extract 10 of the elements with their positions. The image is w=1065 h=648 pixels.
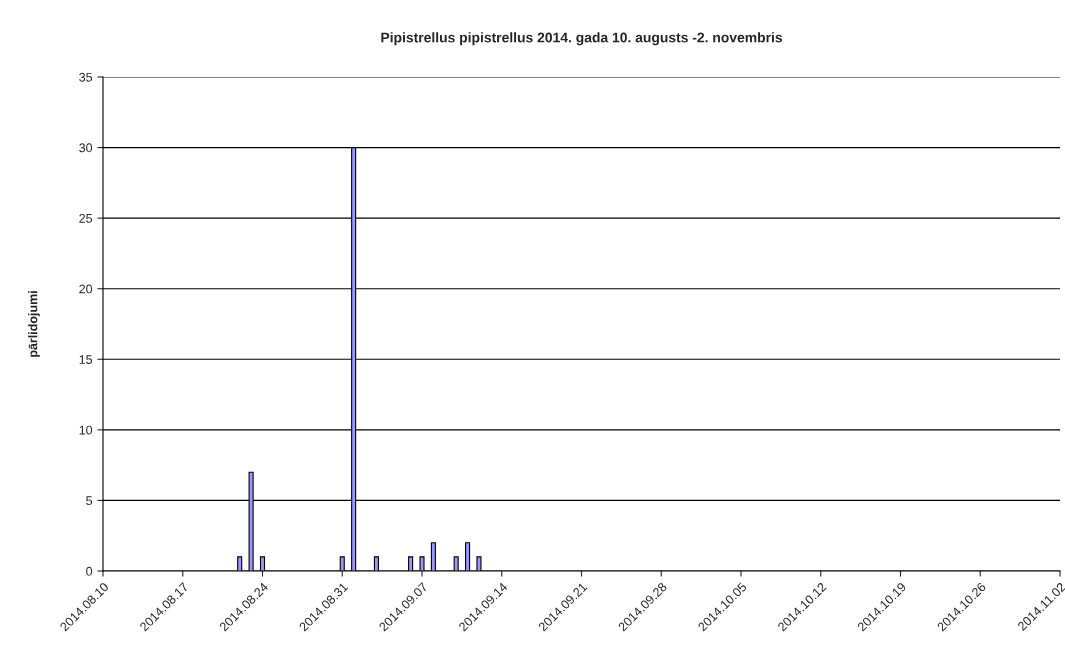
- y-tick-label: 20: [79, 284, 93, 294]
- y-tick-label: 25: [79, 213, 93, 223]
- y-tick-label: 5: [86, 496, 93, 506]
- chart-title: Pipistrellus pipistrellus 2014. gada 10. augusts -2. novembris: [381, 32, 783, 46]
- y-axis-title: pārlidojumi: [28, 291, 40, 357]
- y-tick-label: 30: [79, 143, 93, 153]
- y-tick-label: 0: [86, 566, 93, 576]
- y-tick-label: 10: [79, 425, 93, 435]
- y-tick-label: 35: [79, 72, 93, 82]
- y-tick-label: 15: [79, 355, 93, 364]
